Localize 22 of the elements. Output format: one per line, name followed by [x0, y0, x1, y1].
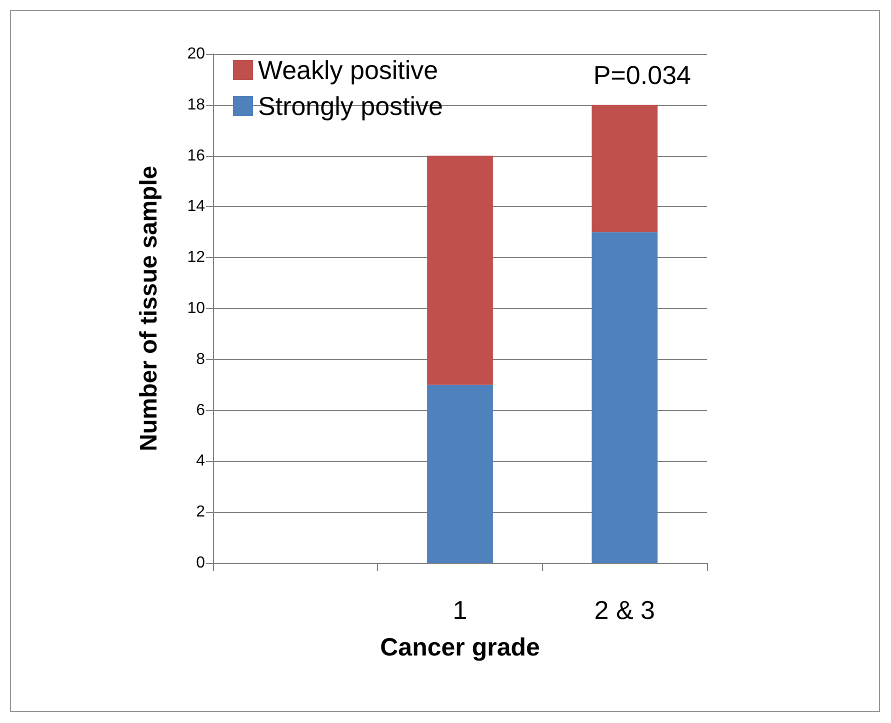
bar [592, 232, 658, 563]
y-tick-label: 0 [196, 554, 206, 572]
legend-label: Strongly postive [258, 91, 443, 121]
bar [592, 104, 658, 232]
y-axis-title: Number of tissue sample [136, 166, 162, 452]
y-tick-label: 10 [187, 300, 206, 317]
y-tick-label: 20 [187, 46, 206, 62]
y-tick-label: 2 [196, 504, 206, 521]
y-tick-label: 8 [196, 350, 206, 368]
y-tick-label: 12 [187, 249, 206, 266]
x-tick-label: 2 & 3 [594, 595, 656, 625]
y-tick-label: 4 [196, 452, 206, 470]
y-tick-label: 16 [187, 147, 206, 164]
bar [427, 384, 493, 563]
bar [427, 156, 493, 385]
x-axis-title: Cancer grade [380, 634, 540, 662]
y-tick-label: 18 [187, 96, 206, 114]
legend-label: Weakly positive [258, 55, 438, 85]
y-tick-label: 14 [187, 198, 206, 216]
y-tick-label: 6 [196, 402, 206, 419]
x-tick-label: 1 [452, 595, 468, 625]
annotation: P=0.034 [593, 60, 692, 90]
